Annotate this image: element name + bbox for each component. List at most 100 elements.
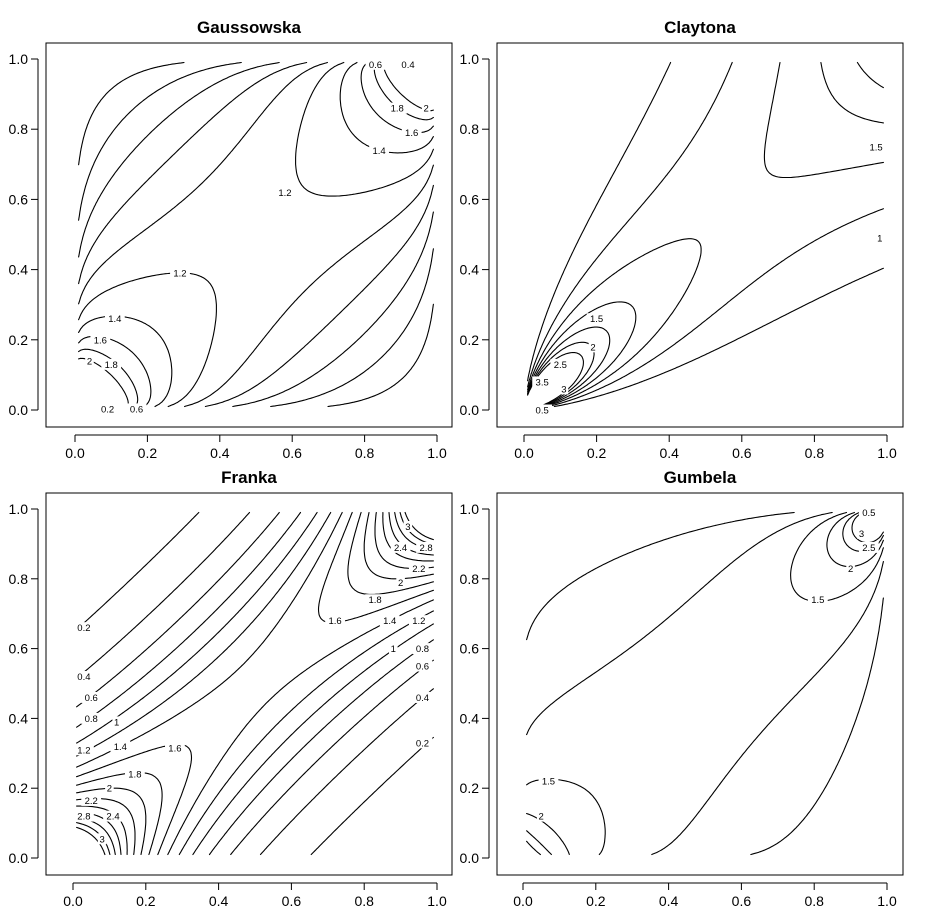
x-tick-label: 0.8 <box>355 445 375 461</box>
contour-label: 2 <box>590 342 595 353</box>
contour-line-0_6 <box>78 61 434 408</box>
contour-label: 3.5 <box>536 377 549 388</box>
contour-line-2 <box>526 511 884 856</box>
contour-label-background <box>807 594 828 606</box>
contour-line-3_2 <box>76 511 434 856</box>
contour-label: 1.4 <box>372 146 385 157</box>
y-tick-label: 0.0 <box>9 850 29 866</box>
contour-label-background <box>81 712 102 724</box>
contour-label: 0.8 <box>85 714 98 725</box>
contour-label-background <box>81 691 102 703</box>
contour-label-background <box>275 186 295 198</box>
contour-label-background <box>112 716 121 728</box>
contour-line-1_6 <box>78 61 434 408</box>
y-tick-label: 0.0 <box>460 850 480 866</box>
x-tick-label: 0.6 <box>732 893 752 909</box>
x-tick-label: 0.8 <box>804 893 824 909</box>
contour-line-3 <box>76 511 434 856</box>
contour-label: 1.8 <box>391 104 404 115</box>
contour-label: 1.8 <box>105 360 118 371</box>
contour-label: 2.2 <box>85 796 98 807</box>
contour-label-background <box>538 775 559 787</box>
x-tick-label: 0.0 <box>65 445 85 461</box>
contour-label-background <box>74 622 94 634</box>
contour-label: 0.6 <box>130 404 143 415</box>
contour-label: 0.2 <box>416 738 429 749</box>
contour-label: 0.6 <box>369 60 382 71</box>
contour-label-background <box>90 334 111 346</box>
contour-label: 3 <box>561 384 566 395</box>
contour-line-3 <box>527 341 595 408</box>
x-tick-label: 0.0 <box>513 893 533 909</box>
contour-label-background <box>81 794 102 806</box>
x-tick-label: 0.6 <box>282 445 302 461</box>
x-tick-label: 0.2 <box>586 893 606 909</box>
contour-label-background <box>390 541 411 553</box>
y-tick-label: 0.4 <box>460 262 480 278</box>
contour-line-1_4 <box>76 511 434 856</box>
x-tick-label: 0.2 <box>587 445 607 461</box>
contour-label-background <box>550 358 571 370</box>
x-tick-label: 1.0 <box>877 893 897 909</box>
contour-label-background <box>74 744 94 756</box>
contour-label: 1.5 <box>870 142 883 153</box>
panel-gumbel: Gumbela 0.0 0.2 0.4 0.6 0.8 1.0 0.0 0.2 0.4 0.6 0.8… <box>460 468 904 909</box>
contour-label: 0.6 <box>85 693 98 704</box>
contour-label: 2 <box>848 564 853 575</box>
contour-label-background <box>170 267 190 279</box>
contour-line-0_6 <box>76 511 434 856</box>
contour-label: 1.2 <box>173 269 186 280</box>
contour-line-1 <box>526 511 884 856</box>
contour-label: 2.2 <box>412 564 425 575</box>
contour-label-background <box>846 562 855 574</box>
contour-label-background <box>403 520 413 532</box>
contour-label: 1.5 <box>590 314 603 325</box>
contour-line-0_2 <box>78 61 434 408</box>
chart-title: Franka <box>221 468 277 487</box>
y-tick-label: 0.6 <box>460 191 480 207</box>
contour-label-background <box>103 810 123 822</box>
contour-label-background <box>559 383 569 395</box>
y-tick-label: 0.6 <box>9 191 29 207</box>
contour-line-2_8 <box>76 511 434 856</box>
x-tick-label: 0.4 <box>659 445 679 461</box>
contour-label: 2 <box>423 104 428 115</box>
y-tick-label: 0.0 <box>460 402 480 418</box>
contour-label-background <box>588 341 598 353</box>
contour-label-background <box>97 833 107 845</box>
contour-line-0_5 <box>527 61 884 408</box>
contour-label: 3 <box>405 522 410 533</box>
y-tick-label: 0.8 <box>9 571 29 587</box>
y-tick-label: 1.0 <box>9 51 29 67</box>
contour-label-background <box>74 810 94 822</box>
contour-label: 1.6 <box>168 744 181 755</box>
x-tick-label: 1.0 <box>427 445 447 461</box>
plot-frame <box>496 492 904 876</box>
y-tick-label: 0.2 <box>460 780 480 796</box>
chart-title: Claytona <box>664 18 736 37</box>
x-tick-label: 0.8 <box>805 445 825 461</box>
contour-label-background <box>85 355 94 367</box>
contour-line-2_2 <box>76 511 434 856</box>
contour-label: 0.5 <box>536 406 549 417</box>
contour-label: 2 <box>87 356 92 367</box>
contour-label-background <box>325 615 345 627</box>
contour-label: 2 <box>107 784 112 795</box>
contour-label-background <box>126 403 147 415</box>
contour-label-background <box>857 527 866 539</box>
contour-label: 2.4 <box>394 543 407 554</box>
contour-label-background <box>858 506 879 518</box>
contour-label: 1.6 <box>94 335 107 346</box>
contour-label: 0.8 <box>416 644 429 655</box>
contour-label-background <box>389 643 398 655</box>
contour-label-background <box>532 376 553 388</box>
contour-label-background <box>387 102 408 114</box>
contour-line-0_8 <box>76 511 434 856</box>
contour-line-1_5 <box>527 61 884 408</box>
plot-frame <box>45 492 453 876</box>
contour-label-background <box>412 691 433 703</box>
contour-label: 1.5 <box>811 595 824 606</box>
contour-line-1 <box>78 61 434 408</box>
x-tick-label: 0.6 <box>732 445 752 461</box>
